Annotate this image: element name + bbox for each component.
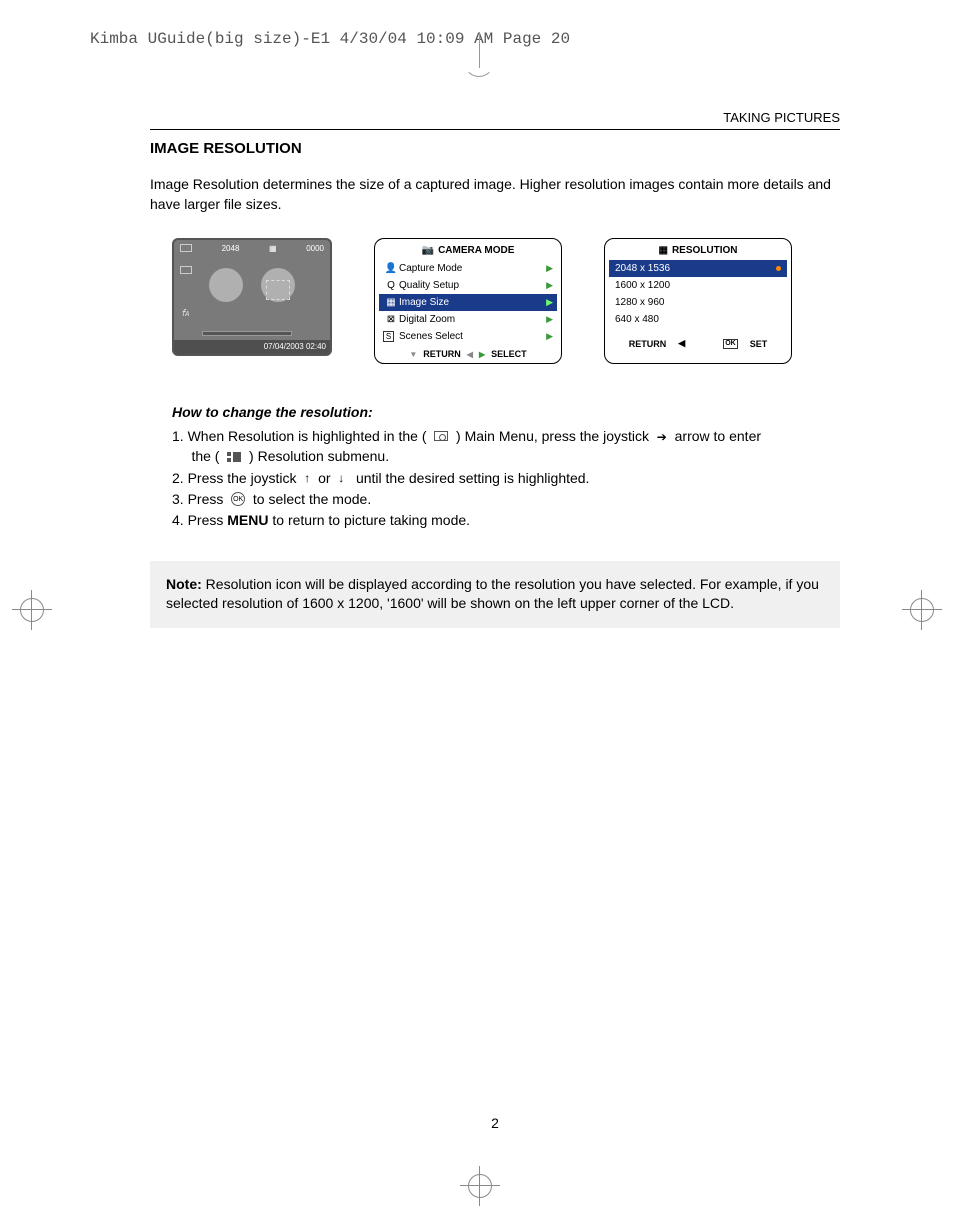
left-arrow-icon: ◀ xyxy=(678,338,685,349)
submenu-arrow-icon: ▶ xyxy=(546,331,553,342)
note-body: Resolution icon will be displayed accord… xyxy=(166,576,819,612)
menu-item-icon: 👤 xyxy=(383,263,399,274)
menu-item-label: Scenes Select xyxy=(399,331,546,342)
resolution-option: 1600 x 1200 xyxy=(609,277,787,294)
note-box: Note: Resolution icon will be displayed … xyxy=(150,561,840,628)
camera-menu-item: 👤Capture Mode▶ xyxy=(379,260,557,277)
lcd-subject xyxy=(174,268,330,302)
section-title: IMAGE RESOLUTION xyxy=(150,140,840,157)
resolution-menu: ▦ RESOLUTION 2048 x 15361600 x 12001280 … xyxy=(604,238,792,364)
registration-mark-left xyxy=(12,590,52,630)
registration-mark-right xyxy=(902,590,942,630)
lcd-grid-icon: ▦ xyxy=(269,244,277,253)
figures-row: 2048 ▦ 0000 𝘧ᴀ 07/04/2003 02:40 📷 CAMERA… xyxy=(150,238,840,364)
subject-face xyxy=(209,268,243,302)
camera-menu-item: QQuality Setup▶ xyxy=(379,277,557,294)
lcd-top-osd: 2048 ▦ 0000 xyxy=(174,244,330,253)
ok-inline-icon: OK xyxy=(231,492,245,506)
lcd-preview: 2048 ▦ 0000 𝘧ᴀ 07/04/2003 02:40 xyxy=(172,238,332,356)
step-3: 3. Press OK to select the mode. xyxy=(172,489,840,509)
camera-menu-item: S Scenes Select▶ xyxy=(379,328,557,345)
camera-menu-title: 📷 CAMERA MODE xyxy=(379,245,557,256)
menu-item-icon: ▦ xyxy=(383,297,399,308)
howto-title: How to change the resolution: xyxy=(150,404,840,420)
intro-paragraph: Image Resolution determines the size of … xyxy=(150,175,840,214)
menu-item-label: Digital Zoom xyxy=(399,314,546,325)
submenu-arrow-icon: ▶ xyxy=(546,263,553,274)
menu-item-label: Quality Setup xyxy=(399,280,546,291)
camera-menu-item: ⊠Digital Zoom▶ xyxy=(379,311,557,328)
registration-mark-bottom xyxy=(460,1166,500,1206)
menu-item-label: Capture Mode xyxy=(399,263,546,274)
submenu-arrow-icon: ▶ xyxy=(546,314,553,325)
camera-mode-menu: 📷 CAMERA MODE 👤Capture Mode▶QQuality Set… xyxy=(374,238,562,364)
footer-select: SELECT xyxy=(491,349,527,359)
menu-item-label: Image Size xyxy=(399,297,546,308)
resolution-title-icon: ▦ xyxy=(658,245,667,256)
up-arrow-inline-icon: ↑ xyxy=(304,470,310,487)
focus-bracket xyxy=(266,280,290,300)
note-label: Note: xyxy=(166,576,202,592)
crop-mark-top xyxy=(468,40,492,64)
resolution-option: 2048 x 1536 xyxy=(609,260,787,277)
page-number: 2 xyxy=(150,1115,840,1131)
footer-return: RETURN xyxy=(423,349,461,359)
step-1: 1. When Resolution is highlighted in the… xyxy=(172,426,840,467)
lcd-resolution-value: 2048 xyxy=(222,244,240,253)
camera-title-icon: 📷 xyxy=(422,245,434,256)
left-arrow-icon: ◀ xyxy=(467,350,473,359)
step-2: 2. Press the joystick ↑ or ↓ until the d… xyxy=(172,468,840,488)
ok-icon: OK xyxy=(723,339,738,349)
camera-osd-icon xyxy=(180,244,192,252)
resolution-inline-icon xyxy=(227,452,241,462)
right-arrow-inline-icon: ➔ xyxy=(657,429,667,446)
resolution-menu-title: ▦ RESOLUTION xyxy=(609,245,787,256)
submenu-arrow-icon: ▶ xyxy=(546,280,553,291)
chapter-heading: TAKING PICTURES xyxy=(150,110,840,130)
right-arrow-icon: ▶ xyxy=(479,350,485,359)
step-4: 4. Press MENU to return to picture takin… xyxy=(172,510,840,530)
footer-set: SET xyxy=(750,339,768,349)
resolution-option: 1280 x 960 xyxy=(609,294,787,311)
menu-item-icon: ⊠ xyxy=(383,314,399,325)
menu-item-icon: Q xyxy=(383,280,399,291)
lcd-timestamp: 07/04/2003 02:40 xyxy=(174,340,330,354)
steps-list: 1. When Resolution is highlighted in the… xyxy=(150,426,840,530)
camera-menu-item: ▦Image Size▶ xyxy=(379,294,557,311)
resolution-option: 640 x 480 xyxy=(609,311,787,328)
flash-icon: 𝘧ᴀ xyxy=(182,308,190,319)
menu-item-icon: S xyxy=(383,331,394,342)
submenu-arrow-icon: ▶ xyxy=(546,297,553,308)
resolution-menu-footer: RETURN ◀ OK SET xyxy=(609,338,787,349)
zoom-bar xyxy=(202,331,292,336)
print-header: Kimba UGuide(big size)-E1 4/30/04 10:09 … xyxy=(90,30,570,48)
down-arrow-icon: ▼ xyxy=(409,350,417,359)
lcd-counter: 0000 xyxy=(306,244,324,253)
camera-inline-icon xyxy=(434,431,448,441)
page-content: TAKING PICTURES IMAGE RESOLUTION Image R… xyxy=(150,110,840,628)
camera-menu-footer: ▼ RETURN ◀ ▶ SELECT xyxy=(379,349,557,359)
footer-return: RETURN xyxy=(629,339,667,349)
down-arrow-inline-icon: ↓ xyxy=(338,470,344,487)
